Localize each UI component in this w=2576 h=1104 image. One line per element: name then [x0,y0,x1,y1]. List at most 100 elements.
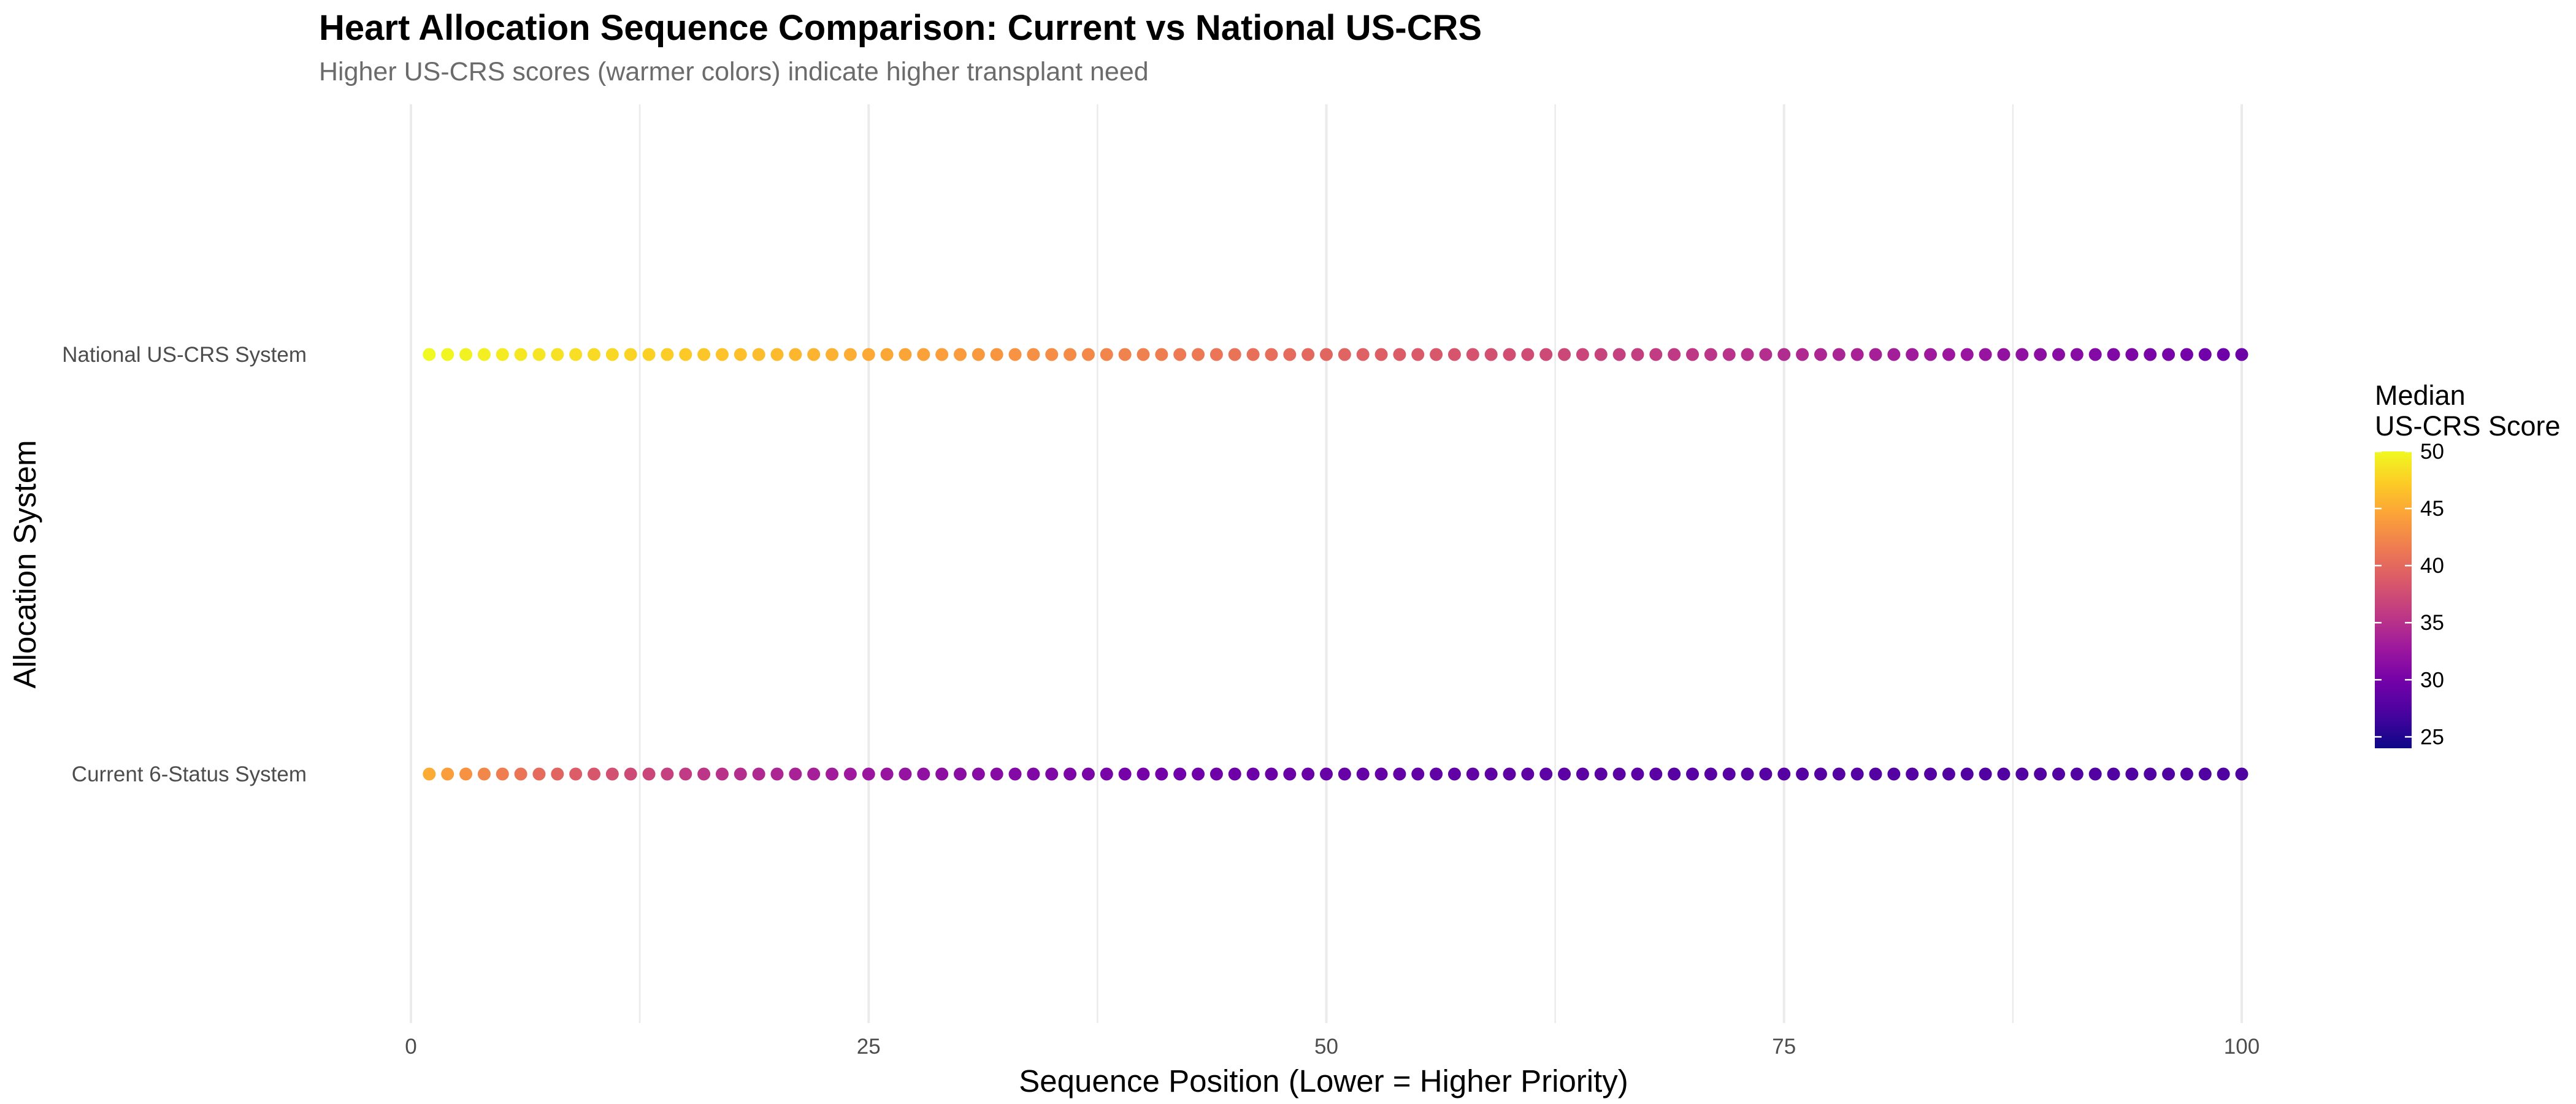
x-axis-title: Sequence Position (Lower = Higher Priori… [1019,1064,1628,1098]
data-point [1979,767,1992,781]
data-point [1356,767,1370,781]
data-point [441,767,454,781]
data-point [899,767,912,781]
y-tick-label: Current 6-Status System [72,762,307,786]
data-point [789,767,802,781]
data-point [1173,348,1187,361]
data-point [477,767,491,781]
data-point [1430,348,1443,361]
data-point [1081,767,1095,781]
data-point [1869,348,1882,361]
grid-lines [410,104,2243,1023]
data-point [1850,348,1864,361]
legend-tick-labels: 50 45 40 35 30 25 [2375,440,2444,749]
data-point [734,348,747,361]
data-point [1631,767,1644,781]
data-point [1759,767,1773,781]
data-point [935,767,949,781]
data-point [1374,348,1388,361]
data-point [1832,767,1846,781]
x-tick-label: 25 [857,1035,881,1059]
data-point [1100,348,1113,361]
data-point [1649,348,1663,361]
data-point [1209,348,1223,361]
data-point [715,767,729,781]
x-tick-label: 75 [1772,1035,1796,1059]
data-point [1576,348,1589,361]
data-point [1246,348,1260,361]
data-point [954,767,967,781]
data-point [1594,767,1608,781]
data-point [899,348,912,361]
data-point [715,348,729,361]
data-point [1356,348,1370,361]
data-point [2107,348,2120,361]
data-point [423,767,436,781]
data-point [862,348,875,361]
data-point [972,348,985,361]
data-point [423,348,436,361]
y-tick-label: National US-CRS System [62,343,307,367]
data-point [1411,767,1425,781]
data-point [1301,767,1315,781]
data-point [2125,767,2139,781]
data-point [588,348,600,361]
data-point [2198,767,2212,781]
data-point [1192,767,1205,781]
data-point [459,767,473,781]
data-point [588,767,600,781]
data-point [1228,348,1241,361]
data-point [880,348,894,361]
data-point [1246,767,1260,781]
data-point [2235,767,2248,781]
data-point [2198,348,2212,361]
data-point [1320,767,1333,781]
data-point [551,348,564,361]
data-point [697,348,711,361]
color-legend: Median US-CRS Score 50 45 40 35 30 25 [2375,380,2561,749]
data-point [1759,348,1773,361]
data-point [569,348,583,361]
data-point [2235,348,2248,361]
data-point [2088,348,2102,361]
x-tick-labels: 0 25 50 75 100 [405,1035,2260,1059]
data-points [423,348,2248,781]
data-point [1832,348,1846,361]
data-point [2144,767,2157,781]
data-point [2052,767,2065,781]
data-point [1374,767,1388,781]
data-point [661,348,674,361]
data-point [990,767,1003,781]
data-point [789,348,802,361]
data-point [1594,348,1608,361]
data-point [1869,767,1882,781]
data-point [1466,767,1479,781]
data-point [1796,348,1809,361]
data-point [1777,767,1791,781]
x-tick-label: 0 [405,1035,416,1059]
data-point [1173,767,1187,781]
data-point [917,348,930,361]
legend-tick-label: 40 [2420,554,2444,578]
data-point [1155,767,1168,781]
data-point [569,767,583,781]
legend-tick-label: 50 [2420,440,2444,464]
data-point [1283,767,1297,781]
data-point [1942,767,1955,781]
data-point [1942,348,1955,361]
data-point [496,767,509,781]
data-point [770,348,784,361]
data-point [2107,767,2120,781]
data-point [532,767,546,781]
data-point [2015,767,2029,781]
data-point [1612,767,1626,781]
data-point [514,767,527,781]
data-point [1649,767,1663,781]
data-point [661,767,674,781]
data-point [1686,348,1699,361]
data-point [514,348,527,361]
data-point [1137,348,1150,361]
data-point [2217,348,2230,361]
data-point [826,348,839,361]
